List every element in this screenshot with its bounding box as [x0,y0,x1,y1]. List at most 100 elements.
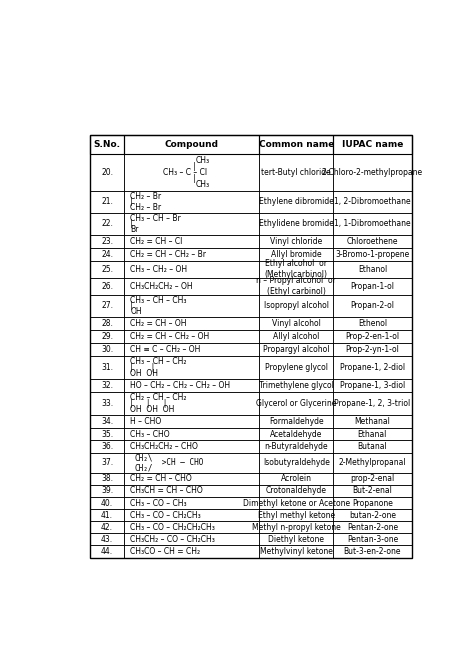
Text: 27.: 27. [101,302,113,310]
Bar [91,379,124,392]
Text: 37.: 37. [101,458,113,467]
Bar [91,278,124,295]
Text: CH₃ – CO – CH₂CH₂CH₃: CH₃ – CO – CH₂CH₂CH₃ [130,523,215,532]
Text: CH₃: CH₃ [195,180,210,189]
Bar [333,521,412,533]
Bar [259,330,333,343]
Text: Common name: Common name [258,140,334,149]
Text: Ethanol: Ethanol [358,265,387,274]
Text: CH₃ – CO – CH₃: CH₃ – CO – CH₃ [130,498,187,508]
Bar [91,154,124,190]
Bar [124,509,259,521]
Text: CH₂ = CH – CH₂ – Br: CH₂ = CH – CH₂ – Br [130,250,206,259]
Bar [333,330,412,343]
Text: CH₂/: CH₂/ [135,463,153,472]
Text: Isopropyl alcohol: Isopropyl alcohol [264,302,328,310]
Text: CH₃CH₂CH₂ – OH: CH₃CH₂CH₂ – OH [130,281,193,291]
Text: 28.: 28. [101,319,113,328]
Text: 21.: 21. [101,197,113,206]
Text: |: | [193,174,196,183]
Text: Propane-1, 3-diol: Propane-1, 3-diol [340,381,405,390]
Bar [91,135,412,557]
Bar [91,497,124,509]
Text: Ethylidene bromide: Ethylidene bromide [259,219,334,228]
Bar [124,235,259,248]
Bar [91,317,124,330]
Text: CH₃ – CH – Br: CH₃ – CH – Br [130,214,181,223]
Bar [259,473,333,485]
Text: tert-Butyl chloride: tert-Butyl chloride [261,168,331,177]
Bar [124,261,259,278]
Bar [91,356,124,379]
Text: Prop-2-yn-1-ol: Prop-2-yn-1-ol [346,345,400,354]
Bar [259,545,333,557]
Text: CH₃CH₂ – CO – CH₂CH₃: CH₃CH₂ – CO – CH₂CH₃ [130,535,215,544]
Text: 38.: 38. [101,474,113,483]
Text: Br: Br [130,225,139,234]
Bar [91,545,124,557]
Bar [259,295,333,317]
Text: |: | [193,161,196,171]
Text: 24.: 24. [101,250,113,259]
Bar [124,440,259,453]
Text: >CH – CHO: >CH – CHO [135,458,204,467]
Bar [259,261,333,278]
Text: 42.: 42. [101,523,113,532]
Bar [91,440,124,453]
Text: 31.: 31. [101,363,113,372]
Text: CH₃ – CH – CH₂: CH₃ – CH – CH₂ [130,357,187,366]
Bar [259,509,333,521]
Text: Allyl alcohol: Allyl alcohol [273,332,319,341]
Text: Trimethylene glycol: Trimethylene glycol [259,381,334,390]
Bar [91,485,124,497]
Text: CH₃ – CHO: CH₃ – CHO [130,430,170,439]
Bar [259,154,333,190]
Bar [333,295,412,317]
Text: 43.: 43. [101,535,113,544]
Bar [124,379,259,392]
Text: CH₂ – Br: CH₂ – Br [130,192,162,200]
Text: 1, 2-Dibromoethane: 1, 2-Dibromoethane [334,197,411,206]
Text: 36.: 36. [101,442,113,451]
Bar [124,415,259,428]
Bar [124,485,259,497]
Text: CH₃ – CO – CH₂CH₃: CH₃ – CO – CH₂CH₃ [130,511,201,520]
Bar [91,415,124,428]
Text: CH₂\: CH₂\ [135,453,153,462]
Bar [91,343,124,356]
Text: Propargyl alcohol: Propargyl alcohol [263,345,329,354]
Text: OH: OH [130,307,142,316]
Bar [91,248,124,261]
Bar [333,261,412,278]
Bar [333,509,412,521]
Bar [124,428,259,440]
Text: n – Propyl alcohol  or
(Ethyl carbinol): n – Propyl alcohol or (Ethyl carbinol) [256,276,336,296]
Bar [333,278,412,295]
Text: CH₃ – CH – CH₃: CH₃ – CH – CH₃ [130,295,187,305]
Bar [259,521,333,533]
Bar [91,428,124,440]
Bar [259,190,333,213]
Text: CH₂ = CH – OH: CH₂ = CH – OH [130,319,187,328]
Bar [91,521,124,533]
Bar [333,190,412,213]
Bar [333,248,412,261]
Text: HO – CH₂ – CH₂ – CH₂ – OH: HO – CH₂ – CH₂ – CH₂ – OH [130,381,230,390]
Text: |: | [130,219,133,228]
Text: Prop-2-en-1-ol: Prop-2-en-1-ol [346,332,400,341]
Bar [124,473,259,485]
Bar [124,190,259,213]
Bar [91,392,124,415]
Bar [333,428,412,440]
Text: Propan-2-ol: Propan-2-ol [350,302,394,310]
Text: CH ≡ C – CH₂ – OH: CH ≡ C – CH₂ – OH [130,345,201,354]
Text: prop-2-enal: prop-2-enal [350,474,394,483]
Bar [124,392,259,415]
Text: butan-2-one: butan-2-one [349,511,396,520]
Bar [124,497,259,509]
Bar [124,330,259,343]
Text: Ethyl alcohol  or
(Methylcarbinol): Ethyl alcohol or (Methylcarbinol) [264,259,328,279]
Text: Methylvinyl ketone: Methylvinyl ketone [260,547,333,556]
Bar [124,248,259,261]
Text: But-3-en-2-one: But-3-en-2-one [344,547,401,556]
